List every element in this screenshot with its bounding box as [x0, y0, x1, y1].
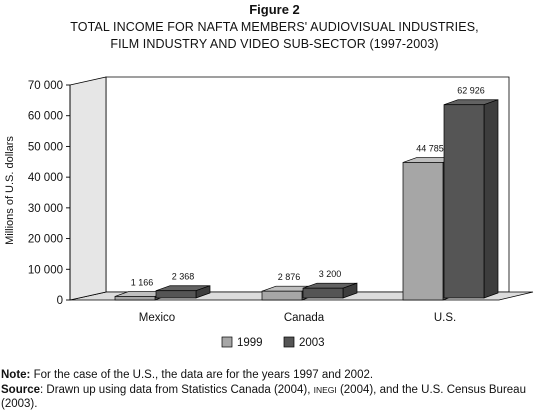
- bar-2003-Canada: [302, 287, 344, 299]
- legend-swatch-2003: [283, 336, 295, 348]
- y-tick-label: 40 000: [28, 172, 63, 184]
- data-label: 3 200: [319, 269, 342, 279]
- title-line-2: FILM INDUSTRY AND VIDEO SUB-SECTOR (1997…: [110, 37, 439, 51]
- data-label: 1 166: [131, 277, 154, 287]
- source-line: Source: Drawn up using data from Statist…: [1, 383, 549, 412]
- data-label: 2 876: [278, 272, 301, 282]
- legend-label-2003: 2003: [299, 337, 325, 349]
- data-label: 2 368: [172, 272, 195, 282]
- y-tick-label: 50 000: [28, 141, 63, 153]
- bar-1999-U.S.: [402, 162, 444, 301]
- bar-1999-Mexico: [114, 296, 156, 301]
- data-label: 44 785: [416, 143, 444, 153]
- y-tick-label: 70 000: [28, 80, 63, 92]
- bar-1999-Canada: [261, 290, 303, 301]
- source-text-b: (2004), and the U.S. Census Bureau (2003…: [1, 383, 526, 411]
- x-tick-label: Mexico: [139, 312, 175, 324]
- chart-notes: Note: For the case of the U.S., the data…: [1, 368, 549, 412]
- bar-chart: 0 10 000 20 000 30 000 40 000 50 000 60 000 70 …: [4, 76, 534, 349]
- x-tick-label: U.S.: [434, 312, 456, 324]
- figure-label: Figure 2: [249, 2, 300, 17]
- title-line-1: TOTAL INCOME FOR NAFTA MEMBERS' AUDIOVIS…: [70, 20, 479, 34]
- bar-2003-U.S.: [443, 104, 485, 299]
- y-axis-title: Millions of U.S. dollars: [4, 136, 16, 245]
- y-tick-label: 0: [57, 295, 63, 307]
- x-tick-label: Canada: [284, 312, 325, 324]
- data-label: 62 926: [457, 86, 485, 96]
- side-wall: [69, 76, 107, 301]
- chart-title: TOTAL INCOME FOR NAFTA MEMBERS' AUDIOVIS…: [0, 19, 549, 53]
- y-tick-label: 30 000: [28, 203, 63, 215]
- note-label: Note:: [1, 369, 31, 381]
- bar-side-2003: [483, 99, 499, 299]
- note-text: For the case of the U.S., the data are f…: [30, 369, 374, 381]
- legend-label-1999: 1999: [237, 337, 263, 349]
- source-text-a: : Drawn up using data from Statistics Ca…: [40, 383, 314, 396]
- legend-swatch-1999: [221, 336, 233, 348]
- y-tick-label: 10 000: [28, 264, 63, 276]
- source-inegi: INEGI: [313, 384, 337, 395]
- y-tick-label: 20 000: [28, 234, 63, 246]
- source-label: Source: [1, 383, 40, 396]
- bar-2003-Mexico: [155, 290, 197, 299]
- note-line: Note: For the case of the U.S., the data…: [1, 368, 549, 383]
- y-tick-label: 60 000: [28, 111, 63, 123]
